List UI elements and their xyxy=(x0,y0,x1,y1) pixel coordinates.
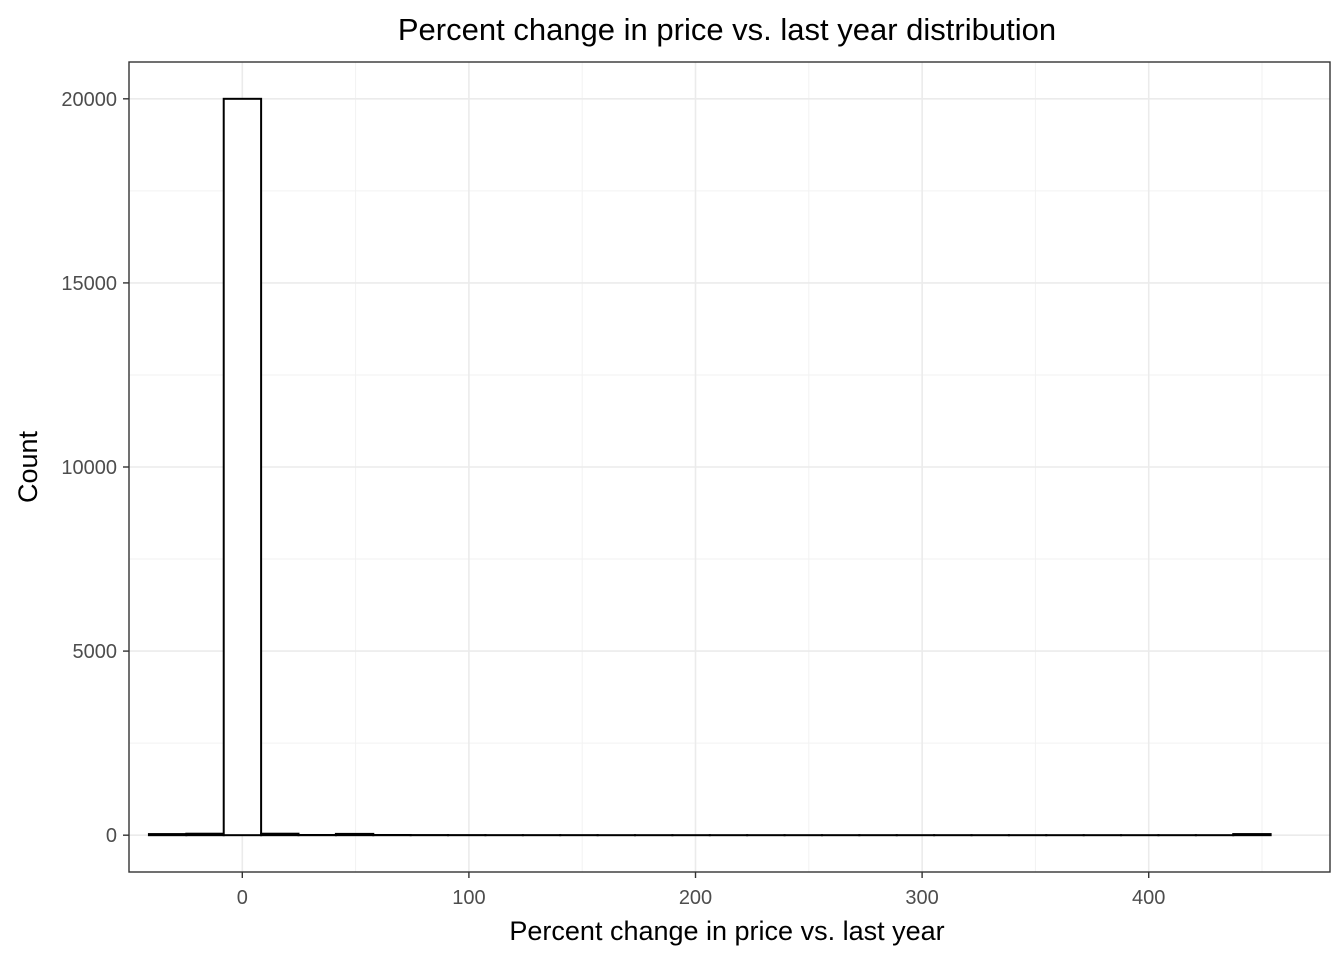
x-axis-ticks: 0 100 200 300 400 xyxy=(237,872,1165,909)
histogram-bar xyxy=(185,832,225,837)
y-tick-label: 0 xyxy=(106,825,117,847)
histogram-bar xyxy=(222,97,263,837)
histogram-bar xyxy=(260,832,300,837)
y-axis-label: Count xyxy=(13,430,43,503)
x-tick-label: 300 xyxy=(905,887,938,909)
chart-title: Percent change in price vs. last year di… xyxy=(398,12,1056,47)
y-tick-label: 20000 xyxy=(61,89,117,111)
x-axis-label: Percent change in price vs. last year xyxy=(509,916,944,946)
x-tick-label: 200 xyxy=(679,887,712,909)
x-tick-label: 100 xyxy=(452,887,485,909)
y-tick-label: 10000 xyxy=(61,457,117,479)
histogram-bar xyxy=(334,832,375,837)
histogram-bar xyxy=(147,833,188,837)
y-tick-label: 15000 xyxy=(61,273,117,295)
x-tick-label: 0 xyxy=(237,887,248,909)
histogram-bar xyxy=(1232,833,1272,837)
y-axis-ticks: 0 5000 10000 15000 20000 xyxy=(61,89,129,847)
y-tick-label: 5000 xyxy=(73,641,118,663)
histogram-bars xyxy=(147,97,1272,837)
major-gridlines xyxy=(129,62,1330,872)
x-tick-label: 400 xyxy=(1132,887,1165,909)
